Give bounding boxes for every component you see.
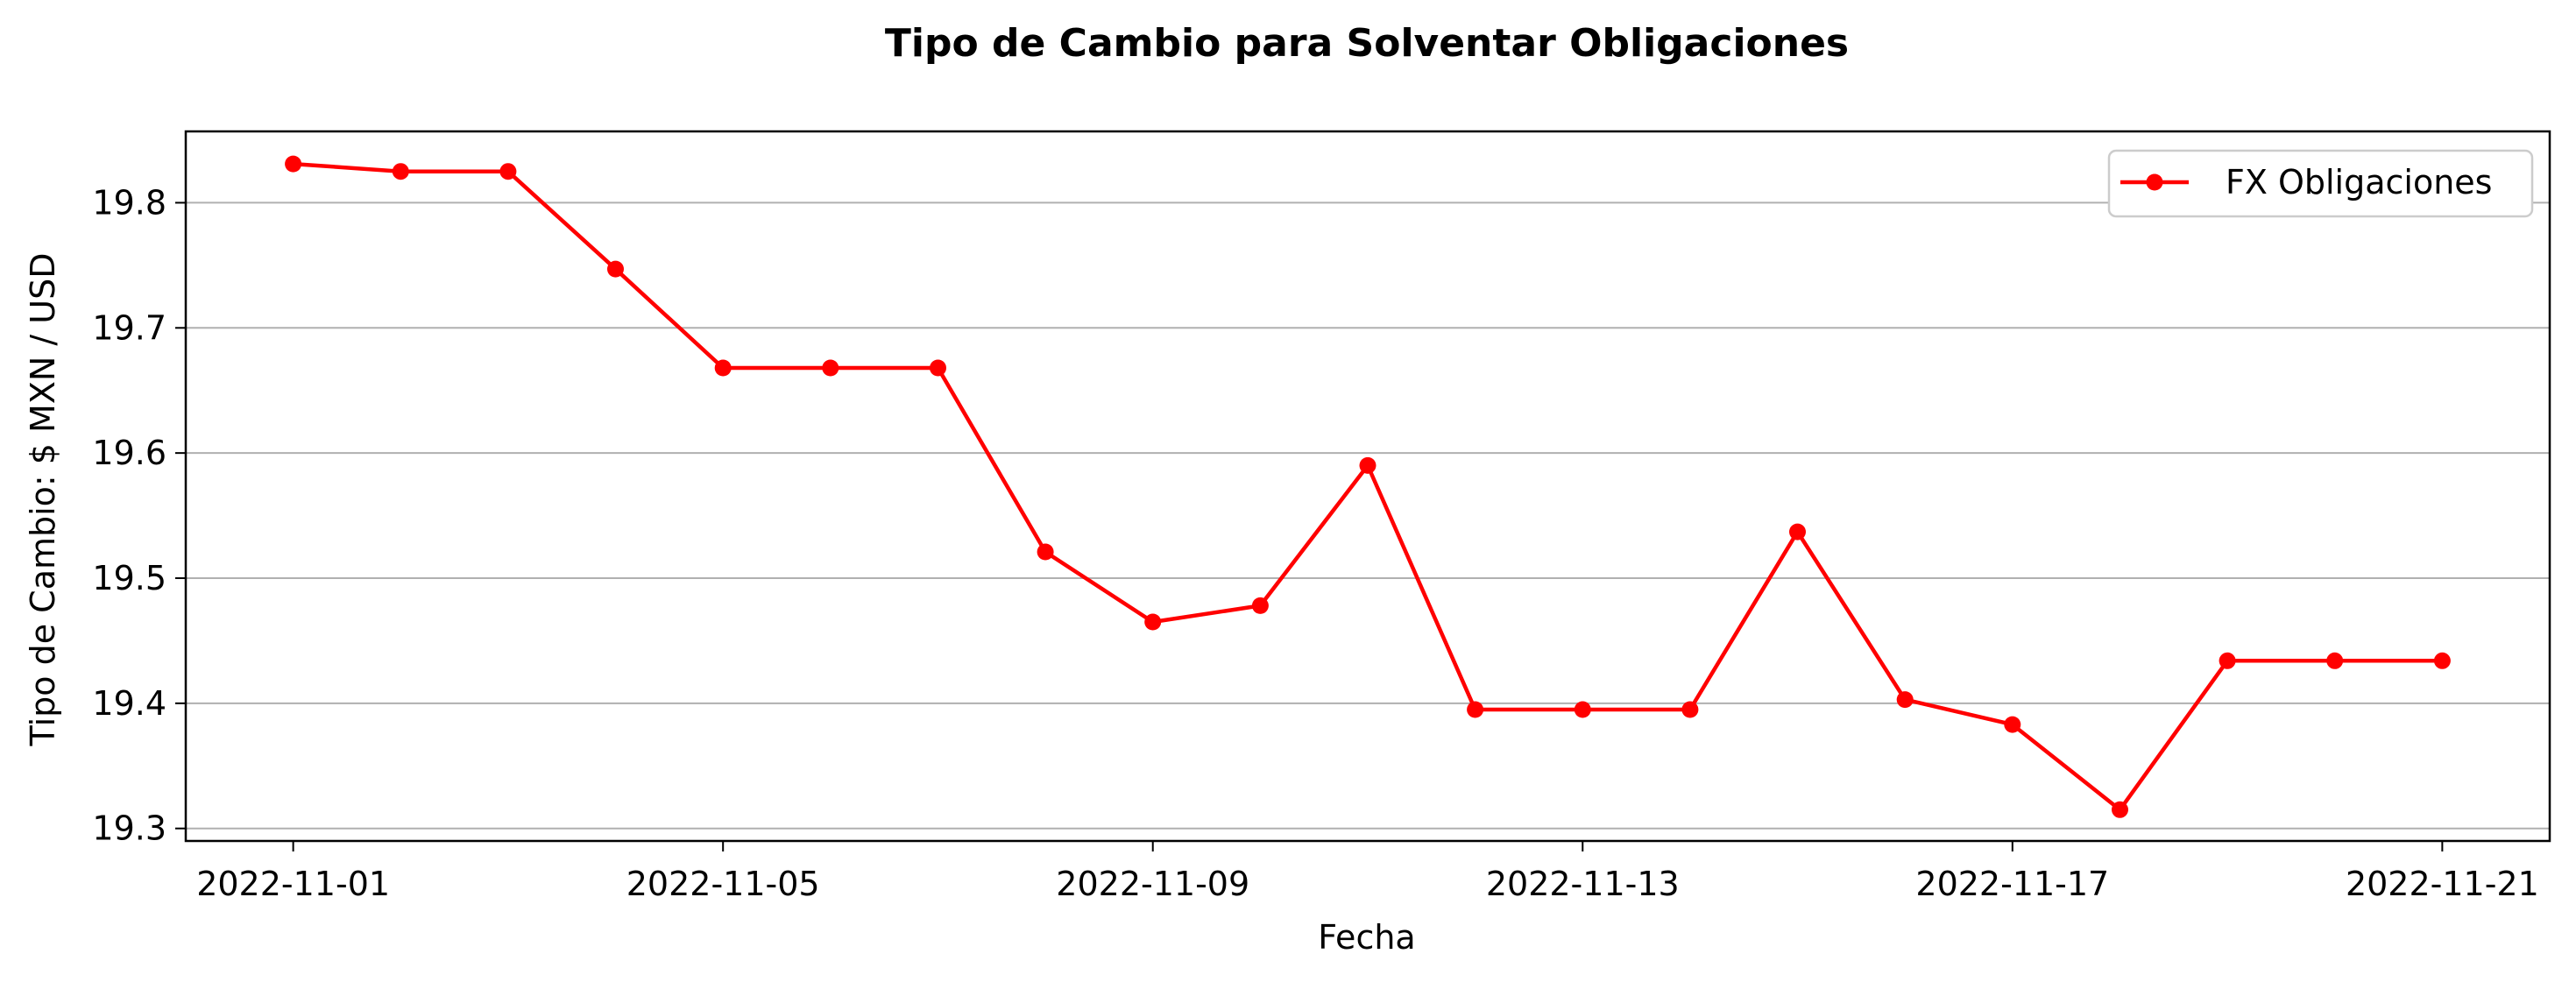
legend-box [2107, 149, 2534, 218]
data-point [1789, 523, 1806, 540]
x-tick-label: 2022-11-01 [196, 865, 390, 903]
legend: FX Obligaciones [2107, 149, 2534, 218]
data-point [1251, 597, 1269, 614]
y-axis-label: Tipo de Cambio: $ MXN / USD [24, 253, 62, 747]
data-point [822, 359, 839, 377]
series-layer [285, 155, 2451, 818]
data-point [1359, 456, 1376, 474]
y-tick-label: 19.7 [92, 308, 166, 347]
data-point [1574, 701, 1591, 718]
y-tick-label: 19.6 [92, 434, 166, 472]
data-point [1681, 701, 1699, 718]
data-point [2004, 716, 2021, 733]
data-point [1896, 691, 1914, 709]
chart-title: Tipo de Cambio para Solventar Obligacion… [885, 21, 1849, 66]
data-point [607, 260, 624, 278]
data-point [392, 163, 409, 180]
legend-point-marker [2146, 173, 2163, 191]
data-point [2433, 652, 2451, 669]
y-tick-label: 19.8 [92, 183, 166, 222]
x-tick-label: 2022-11-17 [1915, 865, 2109, 903]
data-point [1037, 543, 1054, 561]
data-point [714, 359, 732, 377]
data-point [2326, 652, 2344, 669]
x-tick-label: 2022-11-21 [2346, 865, 2539, 903]
y-tick-label: 19.3 [92, 809, 166, 848]
x-axis-label: Fecha [1318, 918, 1415, 957]
y-tick-label: 19.5 [92, 559, 166, 597]
data-point [1144, 613, 1162, 631]
plot-area [184, 130, 2551, 843]
x-axis-ticks: 2022-11-01 2022-11-05 2022-11-09 2022-11-13… [196, 841, 2539, 903]
data-point [2112, 801, 2128, 818]
gridlines [186, 201, 2550, 830]
x-tick-label: 2022-11-13 [1486, 865, 1680, 903]
legend-label: FX Obligaciones [2226, 163, 2492, 201]
x-tick-label: 2022-11-09 [1056, 865, 1249, 903]
data-point [499, 163, 517, 180]
data-point [930, 359, 946, 377]
data-point [2219, 652, 2236, 669]
x-tick-label: 2022-11-05 [626, 865, 820, 903]
y-tick-label: 19.4 [92, 684, 166, 723]
data-point [1467, 701, 1484, 718]
data-point [285, 155, 302, 173]
y-axis-ticks: 19.3 19.4 19.5 19.6 19.7 19.8 [92, 183, 186, 848]
